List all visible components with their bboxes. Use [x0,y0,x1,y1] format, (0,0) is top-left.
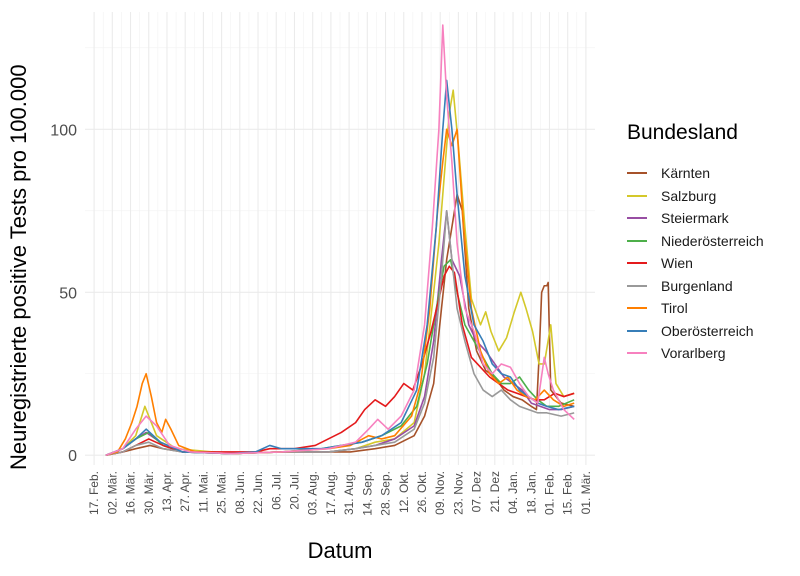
x-tick-label: 14. Sep. [360,471,374,516]
x-tick-label: 02. Mär. [105,471,119,514]
series-line-wien [105,265,575,457]
x-tick-label: 17. Feb. [87,471,101,515]
x-tick-label: 23. Nov. [451,471,465,515]
legend-swatch [627,194,647,197]
x-tick-label: 26. Okt. [415,471,429,513]
x-tick-label: 01. Mär. [579,471,593,514]
x-tick-label: 18. Jan. [524,471,538,514]
x-tick-label: 17. Aug. [324,471,338,515]
legend-label: Niederösterreich [661,232,764,249]
legend-item: Steiermark [627,207,764,230]
x-tick-label: 20. Jul. [287,471,301,510]
legend-item: Kärnten [627,162,764,185]
x-tick-label: 06. Jul. [269,471,283,510]
x-tick-label: 31. Aug. [342,471,356,515]
x-tick-label: 25. Mai. [215,471,229,514]
x-tick-label: 04. Jan. [506,471,520,514]
legend-label: Tirol [661,300,688,317]
y-tick-label: 100 [50,122,77,139]
x-tick-label: 09. Nov. [433,471,447,515]
legend-swatch [627,284,647,287]
x-tick-label: 08. Jun. [233,471,247,514]
y-tick-label: 0 [68,448,77,465]
series-line-vorarlberg [105,24,575,456]
series-line-tirol [105,128,575,456]
legend-item: Burgenland [627,275,764,298]
legend-item: Niederösterreich [627,230,764,253]
legend-label: Oberösterreich [661,322,754,339]
x-tick-label: 01. Feb. [542,471,556,515]
y-tick-label: 50 [59,285,77,302]
x-tick-label: 15. Feb. [561,471,575,515]
legend-swatch [627,239,647,242]
series-lines [105,24,575,457]
x-axis-ticks: 17. Feb. 02. Mär. 16. Mär. 30. Mär. 13. Apr.… [87,471,593,516]
y-axis-ticks: 0 50 100 [50,122,77,465]
x-tick-label: 30. Mär. [142,471,156,514]
legend-label: Kärnten [661,165,711,182]
x-tick-label: 07. Dez [470,471,484,512]
x-axis-label: Datum [307,538,373,563]
legend-item: Salzburg [627,185,764,208]
legend-title: Bundesland [627,121,738,144]
legend-item: Vorarlberg [627,342,764,365]
legend-swatch [627,172,647,175]
gridlines [85,12,595,465]
x-tick-label: 11. Mai. [196,471,210,513]
x-tick-label: 03. Aug. [306,471,320,515]
x-tick-label: 16. Mär. [124,471,138,514]
legend-swatch [627,352,647,355]
legend-label: Salzburg [661,187,717,204]
legend-label: Wien [661,255,693,272]
x-tick-label: 27. Apr. [178,471,192,512]
legend-swatch [627,217,647,220]
legend-swatch [627,307,647,310]
legend-label: Burgenland [661,277,733,294]
legend-items: Kärnten Salzburg Steiermark Niederösterreic… [627,162,764,365]
legend-item: Wien [627,252,764,275]
x-tick-label: 13. Apr. [160,471,174,512]
legend-swatch [627,262,647,265]
legend: Bundesland Kärnten Salzburg Steiermark Nied… [627,120,764,365]
x-tick-label: 22. Jun. [251,471,265,514]
legend-label: Vorarlberg [661,345,726,362]
legend-swatch [627,329,647,332]
y-axis-label: Neuregistrierte positive Tests pro 100.0… [6,64,31,470]
x-tick-label: 12. Okt. [397,471,411,513]
legend-item: Oberösterreich [627,320,764,343]
legend-label: Steiermark [661,210,729,227]
x-tick-label: 28. Sep. [379,471,393,516]
legend-item: Tirol [627,297,764,320]
x-tick-label: 21. Dez [488,471,502,512]
